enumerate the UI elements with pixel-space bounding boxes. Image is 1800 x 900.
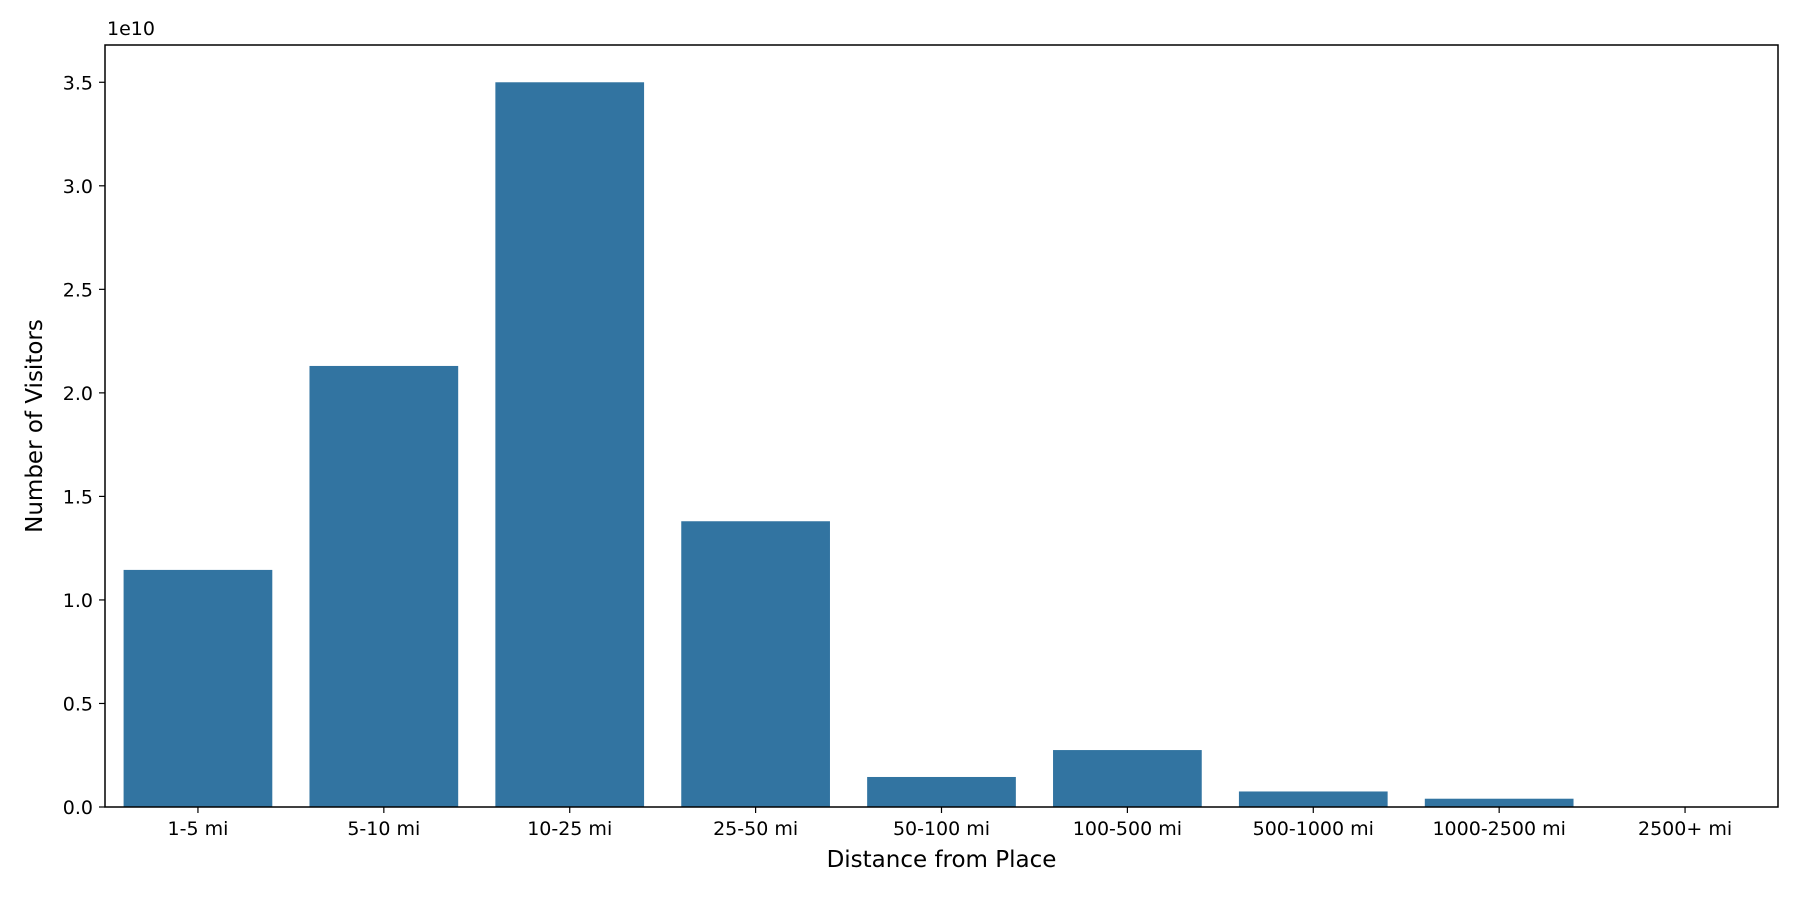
plot-frame (104, 44, 1779, 808)
bar-1 (309, 365, 459, 807)
bar-7 (1424, 798, 1574, 807)
y-axis-label: Number of Visitors (22, 319, 48, 533)
x-tick-label-5: 100-500 mi (1073, 818, 1182, 840)
bar-6 (1238, 791, 1388, 807)
x-tick-label-4: 50-100 mi (893, 818, 990, 840)
y-tick-label-0: 0.0 (63, 797, 93, 819)
x-tick-label-7: 1000-2500 mi (1432, 818, 1565, 840)
y-offset-label: 1e10 (107, 18, 155, 40)
bar-0 (123, 569, 273, 807)
bars-group (123, 82, 1574, 808)
y-tick-label-3: 1.5 (63, 486, 93, 508)
bar-2 (495, 82, 645, 808)
y-axis: 0.0 0.5 1.0 1.5 2.0 2.5 3.0 3.5 (63, 72, 105, 819)
bar-5 (1053, 750, 1202, 807)
x-tick-label-1: 5-10 mi (347, 818, 420, 840)
x-tick-label-0: 1-5 mi (168, 818, 229, 840)
y-tick-label-1: 0.5 (63, 693, 93, 715)
x-tick-label-6: 500-1000 mi (1253, 818, 1374, 840)
bar-4 (867, 776, 1016, 807)
y-tick-label-5: 2.5 (63, 279, 93, 301)
x-tick-label-3: 25-50 mi (713, 818, 798, 840)
x-tick-label-8: 2500+ mi (1638, 818, 1732, 840)
y-tick-label-2: 1.0 (63, 590, 93, 612)
x-tick-label-2: 10-25 mi (527, 818, 612, 840)
y-tick-label-6: 3.0 (63, 176, 93, 198)
y-tick-label-4: 2.0 (63, 383, 93, 405)
x-axis-label: Distance from Place (827, 847, 1057, 873)
x-axis: 1-5 mi 5-10 mi 10-25 mi 25-50 mi 50-100 mi 10… (168, 807, 1732, 840)
bar-3 (681, 521, 830, 807)
y-tick-label-7: 3.5 (63, 72, 93, 94)
